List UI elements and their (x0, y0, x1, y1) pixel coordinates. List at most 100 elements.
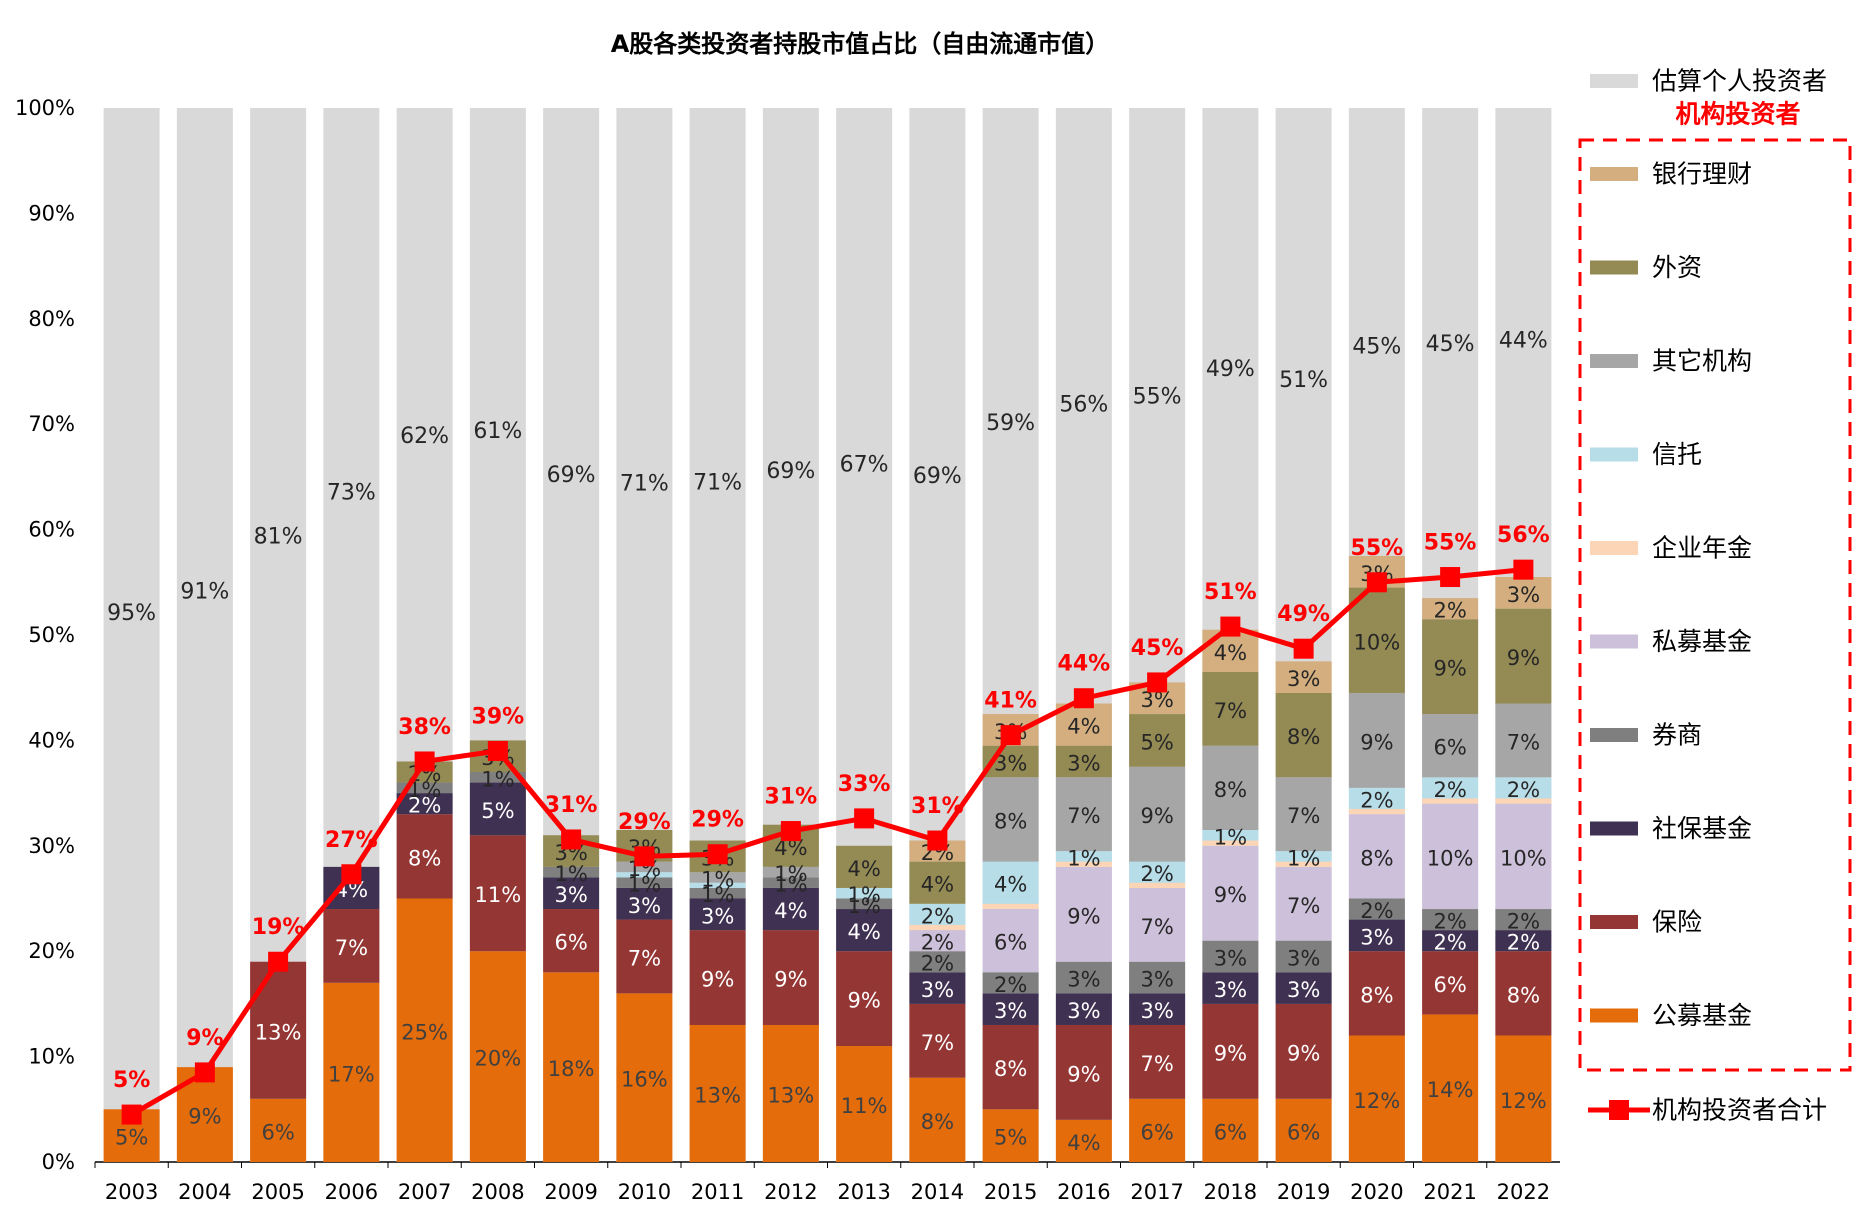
data-label: 1% (1214, 825, 1247, 849)
data-label: 3% (1287, 978, 1320, 1002)
bar-segment (1202, 671, 1259, 746)
data-label: 6% (994, 931, 1027, 955)
data-label: 11% (841, 1094, 888, 1118)
data-label: 14% (1427, 1078, 1474, 1102)
data-label: 1% (774, 862, 807, 886)
bar-segment (1422, 798, 1479, 804)
bar-segment (1275, 1098, 1332, 1162)
data-label: 3% (1214, 946, 1247, 970)
data-label: 9% (1067, 904, 1100, 928)
bar-segment (1348, 587, 1405, 693)
data-label: 5% (994, 1126, 1027, 1150)
data-label: 7% (628, 946, 661, 970)
bar-segment (1348, 919, 1405, 952)
bar-segment (250, 961, 307, 1099)
bar-segment (469, 772, 526, 783)
total-line-label: 31% (911, 794, 964, 819)
data-label: 3% (1287, 946, 1320, 970)
bar-segment (1495, 930, 1552, 952)
data-label: 2% (1507, 931, 1540, 955)
total-line-marker (1147, 672, 1168, 693)
data-label: 9% (1433, 657, 1466, 681)
bar-segment (1422, 777, 1479, 799)
data-label: 3% (1067, 751, 1100, 775)
bar-segment (762, 887, 819, 931)
bar-segment (1495, 909, 1552, 931)
bar-segment (469, 782, 526, 836)
bar-segment (836, 898, 893, 910)
data-label: 2% (1433, 931, 1466, 955)
bar-segment (909, 1077, 966, 1162)
total-line-marker (561, 829, 582, 850)
x-tick-label: 2014 (911, 1180, 964, 1204)
data-label: 8% (1287, 725, 1320, 749)
bar-segment (1202, 840, 1259, 846)
data-label: 1% (481, 767, 514, 791)
data-label: 13% (768, 1083, 815, 1107)
bar-segment (1348, 787, 1405, 809)
individual-label: 59% (986, 411, 1035, 436)
data-label: 5% (481, 799, 514, 823)
total-line-label: 56% (1497, 523, 1550, 548)
legend-item-swatch (1590, 167, 1638, 181)
legend-item-swatch (1590, 821, 1638, 836)
bar-segment (1422, 951, 1479, 1015)
legend-item-swatch (1590, 447, 1638, 462)
total-line-label: 55% (1424, 531, 1477, 556)
individual-label: 61% (473, 419, 522, 444)
bar-segment (1055, 703, 1112, 746)
data-label: 3% (1140, 999, 1173, 1023)
individual-label: 62% (400, 424, 449, 449)
bar-segment (1495, 1035, 1552, 1162)
data-label: 7% (1287, 894, 1320, 918)
data-label: 13% (694, 1083, 741, 1107)
data-label: 13% (255, 1020, 302, 1044)
bar-segment (616, 877, 673, 888)
total-line-label: 29% (618, 810, 671, 835)
y-tick-label: 30% (28, 834, 75, 858)
bar-segment (836, 909, 893, 952)
x-tick-label: 2017 (1130, 1180, 1183, 1204)
data-label: 9% (774, 968, 807, 992)
legend-line-label: 机构投资者合计 (1652, 1096, 1827, 1125)
individual-label: 81% (254, 524, 303, 549)
bar-segment (836, 1046, 893, 1162)
legend-item-label: 券商 (1652, 721, 1702, 750)
bar-segment (323, 909, 380, 983)
bar-segment (1129, 766, 1186, 862)
total-line-label: 33% (838, 772, 891, 797)
y-tick-label: 20% (28, 939, 75, 963)
total-line-label: 38% (398, 715, 451, 740)
data-label: 3% (1067, 968, 1100, 992)
bar-segment (396, 793, 453, 815)
data-label: 3% (994, 999, 1027, 1023)
bar-segment (1129, 1024, 1186, 1099)
legend-item-label: 社保基金 (1652, 814, 1752, 843)
total-line-marker (1073, 688, 1094, 709)
y-tick-label: 60% (28, 518, 75, 542)
bar-segment (616, 887, 673, 920)
bar-segment (762, 1024, 819, 1162)
data-label: 9% (701, 968, 734, 992)
x-tick-label: 2013 (837, 1180, 890, 1204)
bar-segment (689, 882, 746, 888)
data-label: 2% (921, 931, 954, 955)
bar-segment (543, 866, 600, 878)
data-label: 11% (475, 883, 522, 907)
data-label: 2% (1433, 599, 1466, 623)
data-label: 8% (1214, 778, 1247, 802)
bar-segment (1129, 961, 1186, 994)
data-label: 9% (1287, 1041, 1320, 1065)
total-line-marker (1366, 572, 1387, 593)
axis: 0% 10% 20% 30% 40% 50% 60% 70% 80% 90% 100% 2003 200… (15, 96, 1560, 1204)
bar-segment (1055, 866, 1112, 962)
data-label: 3% (1287, 667, 1320, 691)
bar-segment (982, 1024, 1039, 1110)
bar-segment (1275, 1003, 1332, 1099)
bar-segment (1348, 692, 1405, 788)
bar-segment (909, 1003, 966, 1078)
bar-segment (836, 951, 893, 1047)
bar-segment (1055, 961, 1112, 994)
bar-segment (1129, 1098, 1186, 1162)
data-label: 8% (921, 1110, 954, 1134)
